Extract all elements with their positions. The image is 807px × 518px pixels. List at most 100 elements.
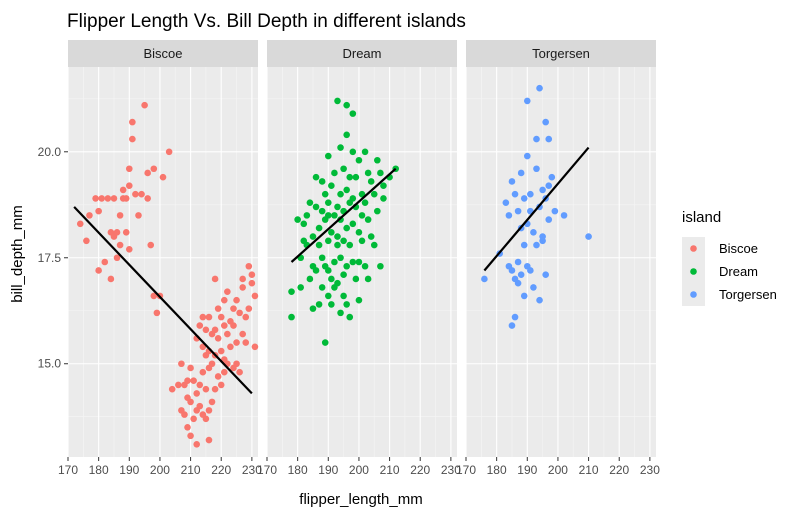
data-point-torgersen [520,241,528,249]
data-point-biscoe [135,212,142,219]
strip-label-torgersen: Torgersen [532,46,590,61]
legend: island Biscoe Dream Torgersen [682,209,777,306]
data-point-biscoe [224,288,231,295]
data-point-torgersen [527,267,534,274]
data-point-dream [340,292,347,300]
data-point-biscoe [116,241,124,249]
x-tick-label: 220 [211,463,231,477]
data-point-dream [377,262,384,270]
data-point-dream [380,195,387,202]
data-point-biscoe [122,229,130,236]
panel-dream: Dream 170 180 190 200 210 220 230 [257,40,461,477]
data-point-dream [315,301,323,308]
data-point-biscoe [113,254,121,262]
data-point-dream [343,301,350,308]
data-point-dream [328,229,335,236]
data-point-biscoe [248,271,256,279]
data-point-dream [309,233,317,240]
y-tick-label: 15.0 [38,357,62,371]
data-point-biscoe [196,402,204,410]
strip-label-biscoe: Biscoe [143,46,182,61]
data-point-biscoe [165,148,173,156]
data-point-dream [343,262,350,270]
data-point-torgersen [527,190,534,198]
data-point-dream [334,203,341,211]
data-point-biscoe [116,212,124,219]
data-point-biscoe [214,335,222,342]
data-point-torgersen [520,292,528,300]
data-point-dream [343,224,350,232]
legend-label-torgersen: Torgersen [719,287,777,302]
data-point-biscoe [220,296,228,304]
chart-title: Flipper Length Vs. Bill Depth in differe… [67,11,466,32]
data-point-biscoe [202,326,210,334]
data-point-dream [346,173,354,181]
data-point-dream [306,275,314,283]
data-point-biscoe [227,343,234,351]
data-point-dream [367,233,375,240]
data-point-dream [349,195,357,202]
data-point-biscoe [211,326,219,334]
data-point-dream [343,131,350,139]
data-point-dream [340,271,347,279]
data-point-dream [358,212,366,219]
strip-torgersen [466,40,656,67]
data-point-dream [364,169,372,177]
data-point-dream [312,267,320,274]
data-point-dream [337,309,344,317]
data-point-dream [355,296,363,304]
data-point-biscoe [144,169,151,177]
data-point-biscoe [181,411,188,418]
data-point-torgersen [533,241,540,249]
data-point-biscoe [104,195,112,202]
panel-biscoe: Biscoe 170 180 190 200 210 220 230 15.0 17.5 20.0 [38,40,262,477]
data-point-biscoe [233,339,240,346]
data-point-biscoe [236,368,243,376]
data-point-dream [309,305,317,312]
x-axis-title: flipper_length_mm [299,491,422,508]
x-tick-label: 220 [609,463,629,477]
data-point-dream [297,284,305,291]
data-point-biscoe [217,347,225,355]
data-point-dream [377,169,384,177]
x-tick-label: 230 [640,463,660,477]
data-point-dream [370,241,378,249]
data-point-torgersen [536,84,543,92]
x-tick-label: 230 [441,463,461,477]
panel-torgersen: Torgersen 170 180 190 200 210 220 230 [456,40,660,477]
data-point-biscoe [190,377,197,384]
data-point-torgersen [530,229,537,236]
data-point-biscoe [245,305,253,312]
x-tick-label: 180 [288,463,308,477]
data-point-dream [349,220,357,228]
data-point-dream [364,275,372,283]
data-point-biscoe [233,296,240,304]
data-point-biscoe [125,165,133,173]
legend-label-dream: Dream [719,264,758,279]
data-point-dream [370,190,378,198]
data-point-dream [352,275,360,283]
data-point-dream [294,216,301,223]
legend-label-biscoe: Biscoe [719,241,758,256]
data-point-biscoe [184,377,191,384]
x-tick-label: 200 [349,463,369,477]
data-point-dream [312,203,320,211]
data-point-dream [315,241,323,249]
data-point-torgersen [533,165,540,173]
data-point-torgersen [511,313,519,321]
data-point-dream [321,190,329,198]
data-point-biscoe [251,292,259,300]
data-point-dream [343,186,350,194]
fit-line-biscoe [73,206,253,395]
facet-panels: Biscoe 170 180 190 200 210 220 230 15.0 17.5 20.0 D… [38,40,660,477]
data-point-biscoe [150,292,158,300]
data-point-biscoe [76,220,84,228]
data-point-dream [306,199,314,206]
x-tick-label: 200 [548,463,568,477]
x-tick-label: 210 [380,463,400,477]
data-point-biscoe [214,373,222,380]
data-point-torgersen [514,258,522,266]
data-point-biscoe [125,245,133,253]
data-point-torgersen [542,271,549,279]
